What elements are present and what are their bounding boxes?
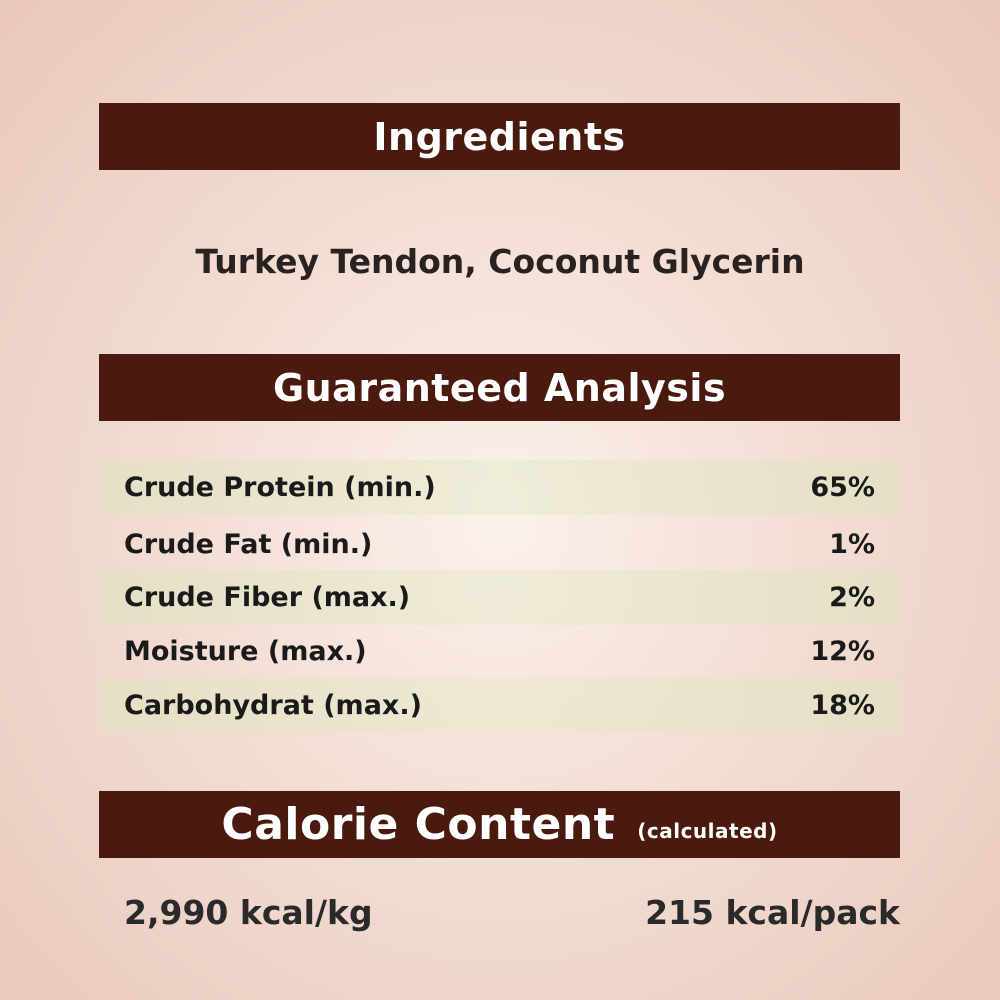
- analysis-header: Guaranteed Analysis: [99, 354, 900, 421]
- calorie-header: Calorie Content (calculated): [99, 791, 900, 858]
- row-value: 65%: [810, 472, 875, 503]
- analysis-row: Crude Protein (min.) 65%: [99, 460, 900, 515]
- row-value: 1%: [829, 529, 875, 560]
- row-value: 2%: [829, 582, 875, 613]
- row-label: Crude Protein (min.): [124, 472, 436, 503]
- calorie-per-kg: 2,990 kcal/kg: [124, 893, 373, 932]
- analysis-row: Carbohydrat (max.) 18%: [99, 678, 900, 733]
- analysis-row: Crude Fiber (max.) 2%: [99, 570, 900, 625]
- ingredients-header: Ingredients: [99, 103, 900, 170]
- analysis-row: Crude Fat (min.) 1%: [99, 517, 900, 572]
- calorie-per-pack: 215 kcal/pack: [645, 893, 900, 932]
- row-label: Crude Fiber (max.): [124, 582, 411, 613]
- row-label: Moisture (max.): [124, 636, 367, 667]
- row-value: 12%: [810, 636, 875, 667]
- row-label: Crude Fat (min.): [124, 529, 373, 560]
- row-value: 18%: [810, 690, 875, 721]
- row-label: Carbohydrat (max.): [124, 690, 422, 721]
- analysis-title: Guaranteed Analysis: [272, 365, 727, 410]
- ingredients-title: Ingredients: [373, 114, 626, 159]
- analysis-row: Moisture (max.) 12%: [99, 624, 900, 679]
- calorie-subtitle: (calculated): [637, 818, 778, 843]
- calorie-title: Calorie Content: [221, 799, 616, 850]
- ingredients-text: Turkey Tendon, Coconut Glycerin: [195, 242, 805, 281]
